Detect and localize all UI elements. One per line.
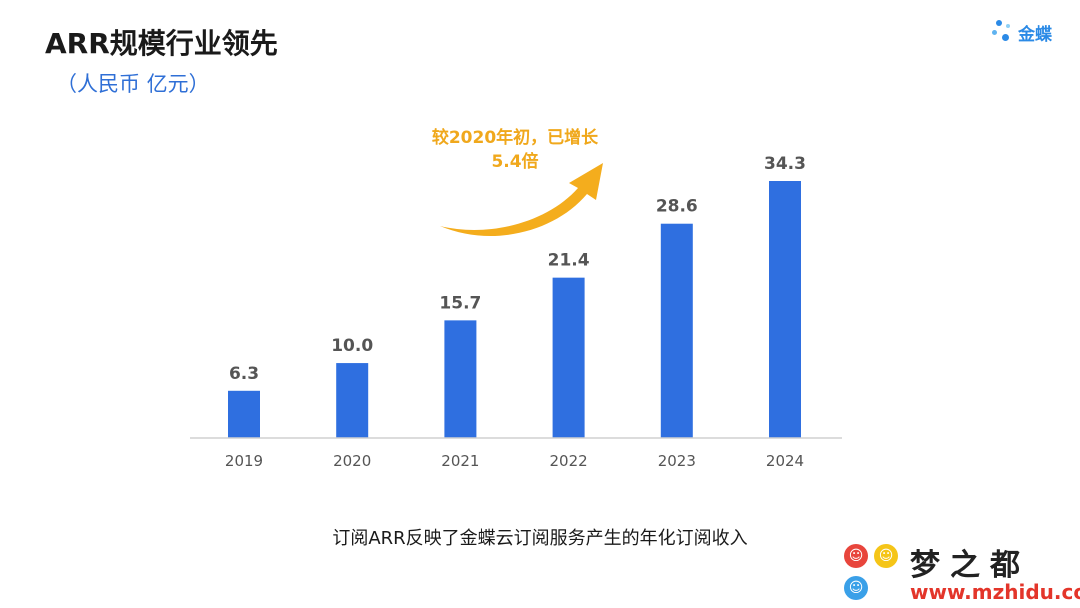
- value-label-2022: 21.4: [548, 251, 590, 271]
- logo-text: 金蝶: [1018, 25, 1052, 45]
- x-tick-label-2020: 2020: [333, 452, 371, 470]
- logo-dot-icon: [1002, 34, 1009, 41]
- unit-subtitle: （人民币 亿元）: [56, 72, 210, 96]
- watermark-face-yellow-icon: ☺: [874, 544, 898, 568]
- annotation-line2: 5.4倍: [491, 152, 539, 172]
- value-label-2021: 15.7: [439, 293, 481, 313]
- logo-dot-icon: [1006, 24, 1010, 28]
- x-tick-label-2024: 2024: [766, 452, 804, 470]
- bar-2019: [228, 390, 260, 438]
- bar-2022: [552, 277, 585, 438]
- value-label-2020: 10.0: [331, 336, 373, 356]
- x-tick-label-2021: 2021: [441, 452, 479, 470]
- footnote-caption: 订阅ARR反映了金蝶云订阅服务产生的年化订阅收入: [332, 528, 748, 549]
- value-label-2024: 34.3: [764, 154, 806, 174]
- value-label-2019: 6.3: [229, 364, 259, 384]
- logo-dot-icon: [992, 30, 997, 35]
- x-tick-label-2023: 2023: [658, 452, 696, 470]
- kingdee-logo: 金蝶: [992, 18, 1072, 48]
- annotation-line1: 较2020年初，已增长: [431, 128, 599, 148]
- growth-annotation: 较2020年初，已增长 5.4倍: [405, 126, 625, 174]
- bar-2024: [769, 181, 801, 438]
- x-tick-label-2019: 2019: [225, 452, 263, 470]
- bar-2023: [660, 223, 693, 438]
- curved-up-arrow-icon: [440, 163, 603, 236]
- watermark: ☺ ☺ ☺ 梦之都 www.mzhidu.com: [840, 536, 1080, 606]
- watermark-face-red-icon: ☺: [844, 544, 868, 568]
- watermark-face-blue-icon: ☺: [844, 576, 868, 600]
- value-label-2023: 28.6: [656, 197, 698, 217]
- logo-dot-icon: [996, 20, 1002, 26]
- page-title: ARR规模行业领先: [45, 27, 278, 60]
- bar-2021: [444, 320, 477, 438]
- watermark-url: www.mzhidu.com: [910, 580, 1080, 604]
- watermark-title: 梦之都: [910, 548, 1030, 583]
- x-tick-label-2022: 2022: [550, 452, 588, 470]
- bar-2020: [336, 363, 369, 438]
